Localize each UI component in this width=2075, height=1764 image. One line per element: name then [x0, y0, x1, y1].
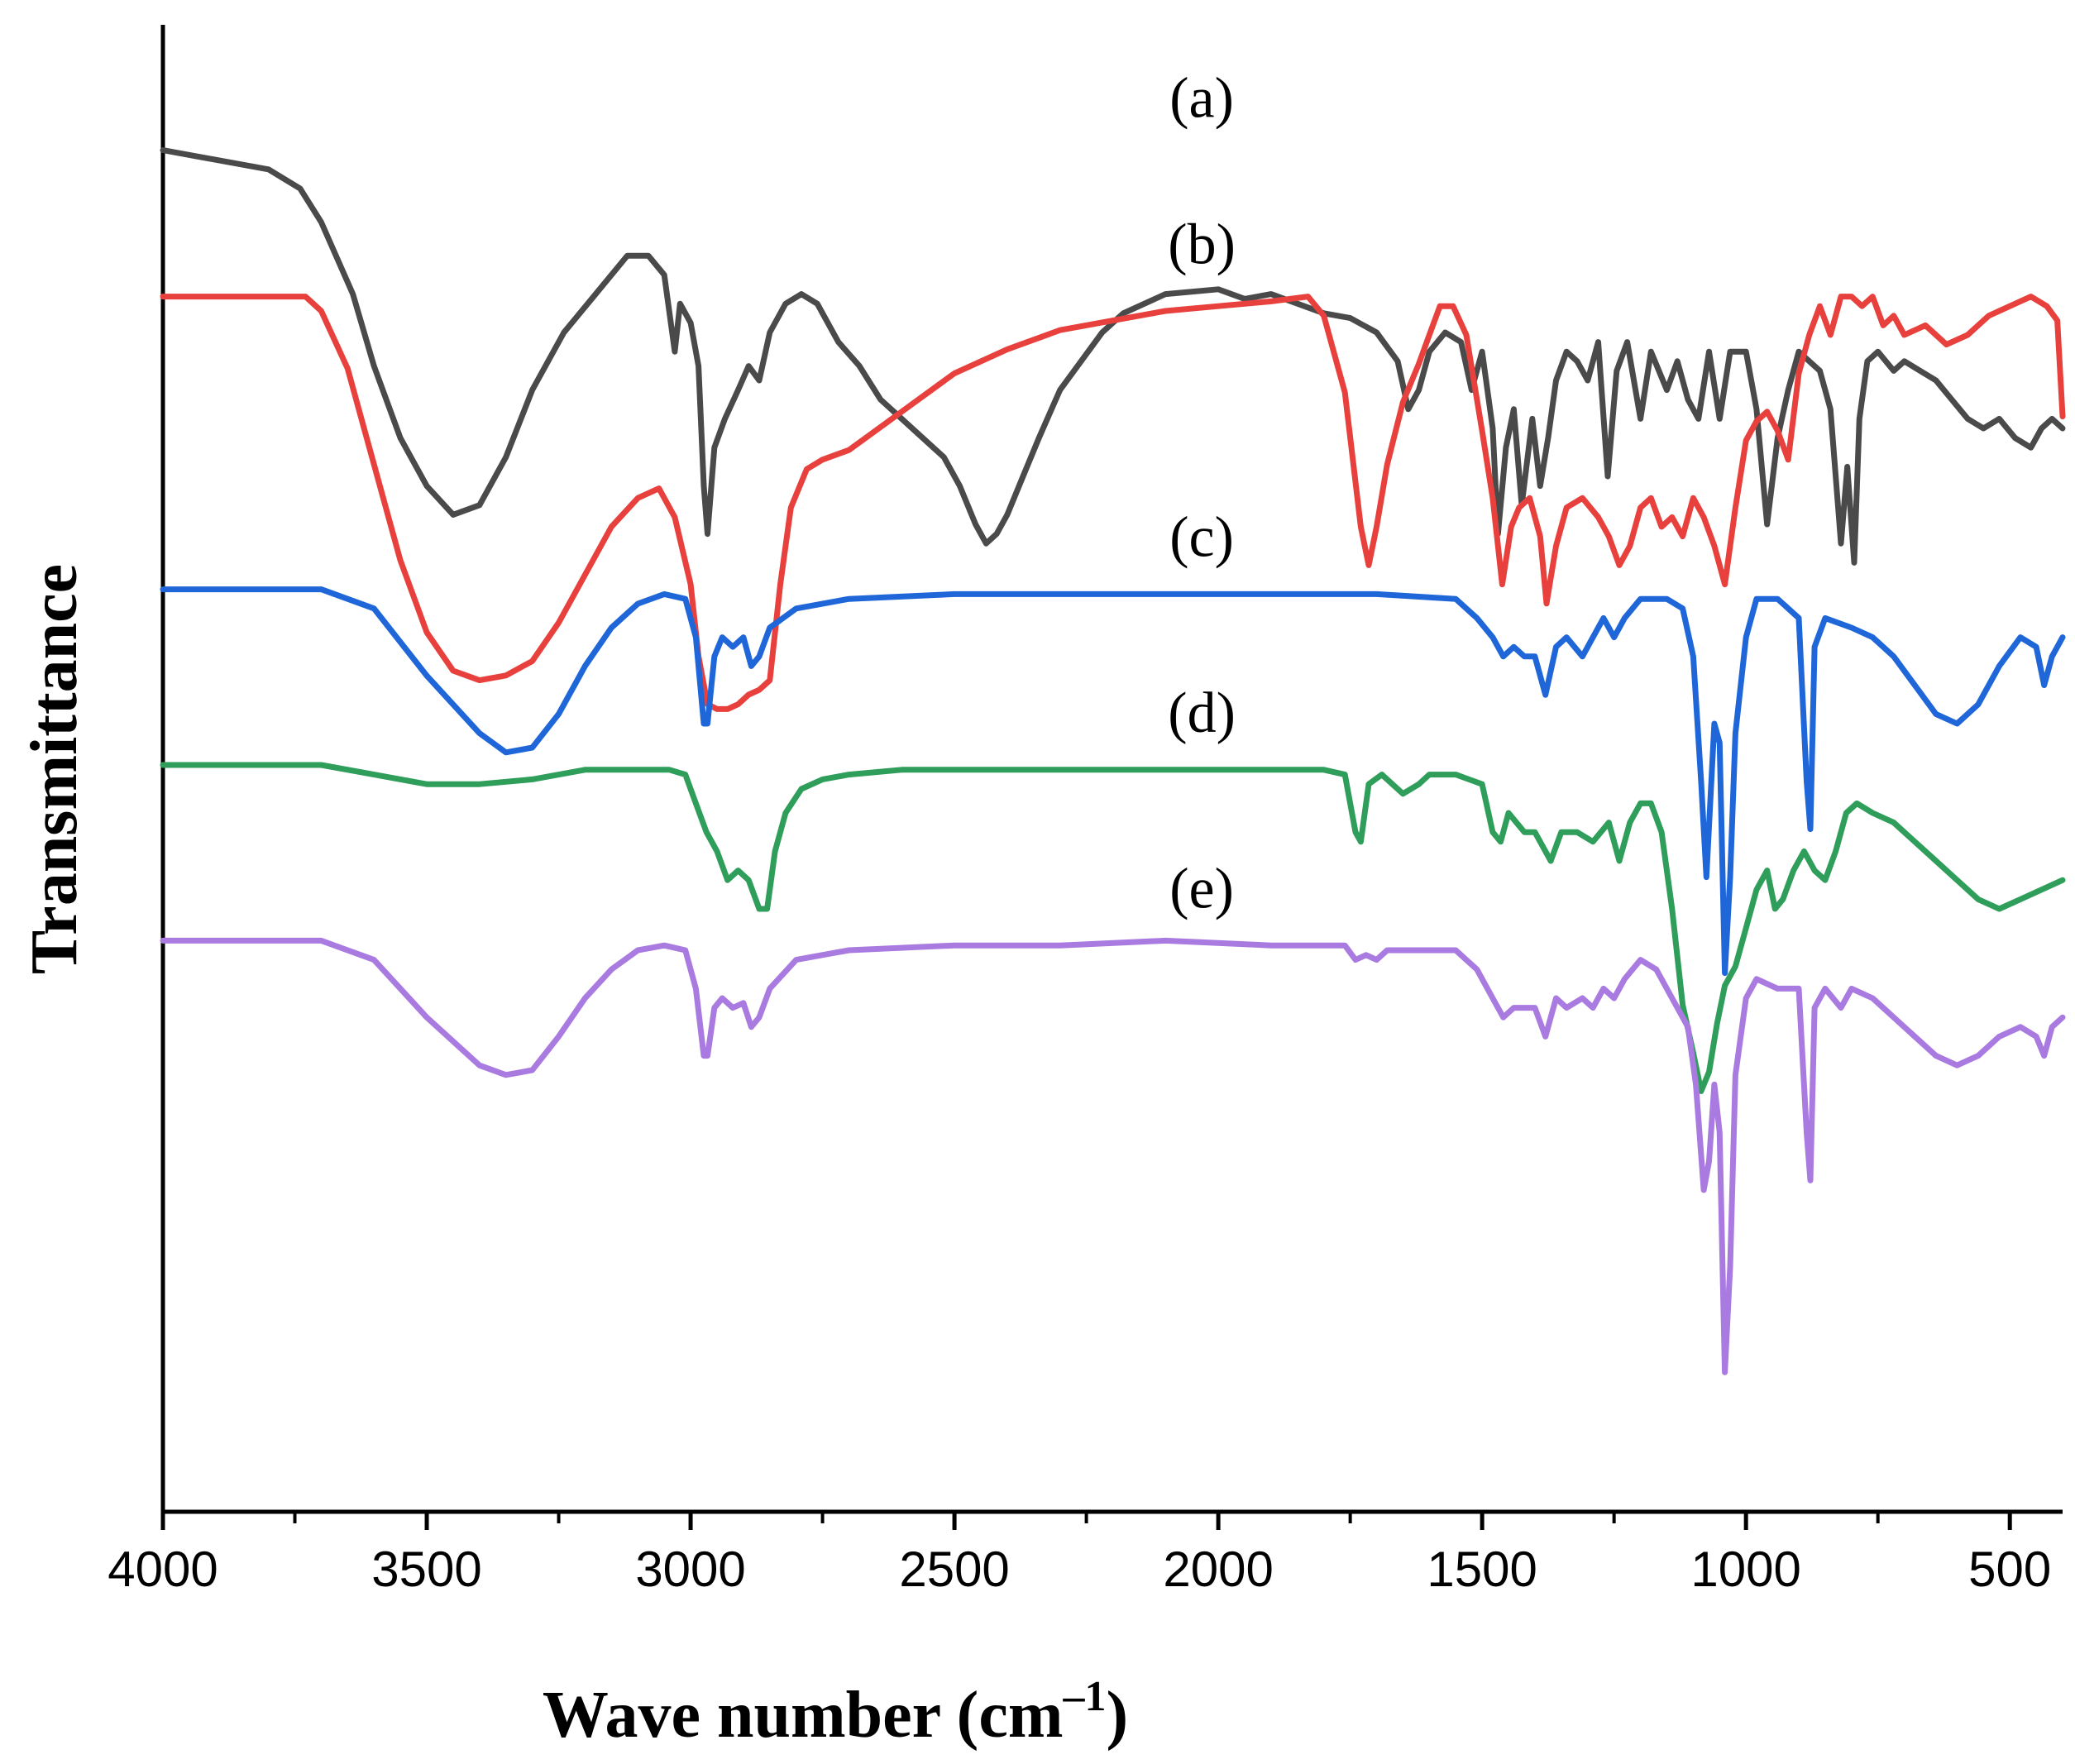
x-tick-label: 4000 — [108, 1542, 218, 1597]
series-layer — [160, 147, 2066, 1375]
series-label-c: (c) — [1169, 506, 1234, 570]
x-axis-title-close: ) — [1106, 1679, 1128, 1752]
y-axis-title: Transmittance — [18, 564, 91, 974]
x-tick-label: 500 — [1968, 1542, 2051, 1597]
x-tick-label: 1500 — [1427, 1542, 1537, 1597]
x-axis-title: Wave number (cm–1) — [543, 1673, 1128, 1752]
series-label-b: (b) — [1168, 213, 1236, 277]
series-line-c — [160, 586, 2066, 977]
series-label-e: (e) — [1169, 857, 1234, 920]
x-tick-label: 3000 — [635, 1542, 745, 1597]
x-axis-ticks — [160, 1512, 2012, 1530]
series-line-a — [160, 147, 2066, 566]
x-axis-title-superscript: –1 — [1062, 1673, 1106, 1720]
series-line-d — [160, 762, 2066, 1094]
x-tick-label: 2500 — [899, 1542, 1009, 1597]
series-label-a: (a) — [1169, 67, 1234, 131]
series-labels: (a) (b) (c) (d) (e) — [1168, 67, 1236, 921]
x-tick-label: 2000 — [1163, 1542, 1273, 1597]
x-axis-tick-labels: 4000 3500 3000 2500 2000 1500 1000 500 — [108, 1542, 2051, 1597]
series-line-b — [160, 294, 2066, 712]
x-tick-label: 1000 — [1690, 1542, 1800, 1597]
x-tick-label: 3500 — [371, 1542, 481, 1597]
series-label-d: (d) — [1168, 681, 1236, 745]
x-axis-title-main: Wave number (cm — [543, 1679, 1064, 1752]
series-line-e — [160, 937, 2066, 1375]
